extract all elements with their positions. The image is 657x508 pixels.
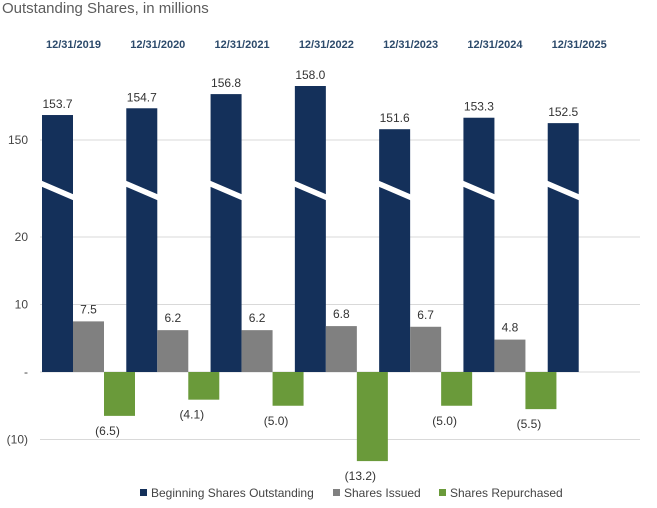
chart-title: Outstanding Shares, in millions bbox=[2, 0, 209, 17]
legend-swatch bbox=[439, 489, 446, 496]
bar-shares-issued bbox=[73, 321, 104, 372]
bar-shares-repurchased bbox=[441, 372, 473, 406]
bars bbox=[40, 86, 581, 462]
bar-beginning-shares bbox=[547, 123, 579, 372]
axis-break-marker bbox=[377, 180, 413, 201]
data-label-beginning: 152.5 bbox=[548, 105, 578, 119]
data-label-issued: 7.5 bbox=[80, 302, 97, 316]
legend-swatch bbox=[333, 489, 340, 496]
bar-shares-issued bbox=[494, 339, 526, 372]
data-label-issued: 6.8 bbox=[333, 307, 350, 321]
data-label-issued: 4.8 bbox=[502, 321, 519, 335]
y-tick-label: 10 bbox=[15, 298, 29, 312]
data-label-issued: 6.7 bbox=[417, 308, 434, 322]
category-label: 12/31/2025 bbox=[552, 39, 607, 51]
bar-beginning-shares bbox=[294, 86, 326, 372]
category-label: 12/31/2020 bbox=[130, 39, 185, 51]
data-label-beginning: 153.3 bbox=[464, 100, 494, 114]
data-label-repurchased: (5.0) bbox=[264, 414, 289, 428]
data-label-beginning: 151.6 bbox=[380, 111, 410, 125]
bar-shares-repurchased bbox=[188, 372, 220, 400]
category-label: 12/31/2024 bbox=[467, 39, 523, 51]
bar-shares-repurchased bbox=[356, 372, 388, 462]
axis-break-marker bbox=[124, 180, 160, 201]
bar-shares-issued bbox=[157, 330, 189, 372]
bar-beginning-shares bbox=[126, 108, 158, 373]
legend: Beginning Shares Outstanding Shares Issue… bbox=[140, 486, 563, 500]
y-tick-label: 150 bbox=[8, 133, 28, 147]
bar-beginning-shares bbox=[463, 117, 495, 372]
bar-shares-issued bbox=[325, 326, 357, 372]
category-labels: 12/31/2019 12/31/2020 12/31/2021 12/31/2022… bbox=[46, 39, 607, 51]
bar-shares-issued bbox=[410, 326, 442, 372]
axis-break-marker bbox=[292, 180, 328, 201]
bar-beginning-shares bbox=[210, 94, 242, 372]
data-label-repurchased: (4.1) bbox=[179, 408, 204, 422]
data-labels: 153.7 7.5 (6.5) 154.7 6.2 (4.1) 156.8 6.2 (5.0) 1… bbox=[42, 68, 578, 483]
data-label-beginning: 156.8 bbox=[211, 76, 241, 90]
y-axis-ticks: (10) - 10 20 150 bbox=[7, 133, 29, 447]
data-label-repurchased: (13.2) bbox=[345, 469, 376, 483]
y-tick-label: (10) bbox=[7, 433, 28, 447]
axis-break-marker bbox=[208, 180, 244, 201]
y-tick-label: 20 bbox=[15, 230, 29, 244]
category-label: 12/31/2023 bbox=[383, 39, 438, 51]
bar-shares-repurchased bbox=[525, 372, 557, 410]
axis-break-marker bbox=[40, 180, 75, 201]
data-label-issued: 6.2 bbox=[249, 311, 266, 325]
category-label: 12/31/2022 bbox=[299, 39, 354, 51]
data-label-repurchased: (5.0) bbox=[432, 414, 457, 428]
axis-break-marker bbox=[545, 180, 581, 201]
bar-beginning-shares bbox=[379, 129, 411, 372]
legend-swatch bbox=[140, 489, 147, 496]
bar-shares-issued bbox=[241, 330, 273, 372]
data-label-beginning: 154.7 bbox=[127, 90, 157, 104]
category-label: 12/31/2021 bbox=[215, 39, 270, 51]
data-label-issued: 6.2 bbox=[164, 311, 181, 325]
data-label-repurchased: (5.5) bbox=[517, 417, 542, 431]
data-label-beginning: 158.0 bbox=[295, 68, 325, 82]
category-label: 12/31/2019 bbox=[46, 39, 101, 51]
bar-beginning-shares bbox=[42, 115, 73, 373]
data-label-repurchased: (6.5) bbox=[95, 424, 120, 438]
y-tick-label: - bbox=[24, 365, 28, 379]
legend-label: Beginning Shares Outstanding bbox=[151, 486, 314, 500]
axis-break-marker bbox=[461, 180, 497, 201]
bar-shares-repurchased bbox=[104, 372, 135, 416]
data-label-beginning: 153.7 bbox=[42, 97, 72, 111]
bar-shares-repurchased bbox=[272, 372, 304, 406]
legend-label: Shares Issued bbox=[344, 486, 421, 500]
legend-label: Shares Repurchased bbox=[450, 486, 563, 500]
